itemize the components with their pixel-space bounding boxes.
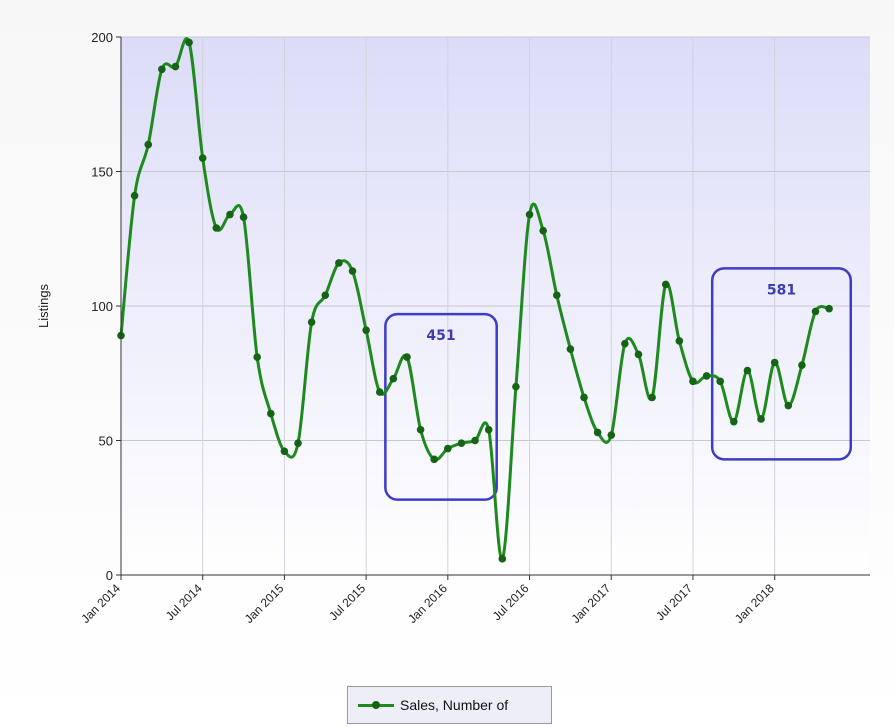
data-point (198, 154, 207, 162)
data-point (484, 425, 493, 434)
annotation-box (710, 267, 853, 461)
data-point (716, 377, 724, 386)
data-point (784, 401, 793, 410)
data-point (730, 417, 738, 426)
data-point (648, 393, 656, 402)
data-point (770, 358, 779, 367)
data-point (621, 339, 629, 348)
data-point (593, 428, 602, 437)
data-point (798, 361, 806, 369)
data-point (689, 377, 697, 386)
data-point (743, 366, 752, 375)
data-point (253, 353, 261, 361)
annotation-label: 581 (767, 282, 796, 298)
data-point (185, 38, 193, 47)
data-point (702, 372, 711, 380)
series-line (119, 37, 830, 561)
legend-swatch (358, 697, 394, 713)
data-point (525, 210, 534, 219)
data-point (580, 393, 588, 402)
data-point (811, 307, 820, 316)
data-point (362, 326, 370, 335)
annotation-box (384, 312, 498, 501)
data-point (226, 210, 234, 219)
annotations: 451 581 (384, 267, 853, 501)
data-point (539, 226, 547, 235)
data-point (825, 304, 833, 313)
data-point (335, 259, 343, 267)
legend-label-sales: Sales, Number of (400, 697, 509, 713)
data-point (444, 444, 452, 453)
data-point (348, 267, 357, 275)
y-tick-label: 50 (99, 434, 113, 449)
data-point (375, 388, 384, 396)
data-point (498, 555, 507, 563)
data-point (607, 431, 616, 439)
data-point (239, 213, 248, 222)
data-point (267, 409, 275, 418)
data-point (389, 374, 398, 383)
data-point (403, 353, 411, 361)
data-point (321, 291, 330, 300)
y-tick-label: 100 (91, 299, 113, 314)
data-point (416, 425, 425, 434)
data-point (158, 65, 166, 74)
y-tick-label: 200 (91, 30, 113, 45)
data-point (171, 62, 180, 71)
data-point (144, 140, 153, 149)
data-point (566, 345, 575, 353)
data-point (512, 382, 520, 391)
y-tick-label: 150 (91, 165, 113, 180)
data-point (471, 436, 479, 445)
data-point (430, 455, 439, 464)
data-point (757, 415, 765, 423)
data-point (294, 439, 302, 447)
annotation-label: 451 (426, 328, 455, 344)
series-group (117, 37, 833, 563)
data-point (307, 318, 316, 326)
data-point (212, 224, 221, 232)
legend: Sales, Number of (347, 686, 552, 724)
data-point (634, 350, 643, 359)
data-point (552, 291, 561, 300)
data-point (280, 447, 289, 456)
data-point (675, 337, 684, 345)
y-axis-title: Listings (36, 283, 51, 328)
data-point (457, 439, 466, 447)
data-point (661, 280, 670, 289)
data-point (130, 191, 139, 200)
y-tick-label: 0 (106, 568, 113, 583)
